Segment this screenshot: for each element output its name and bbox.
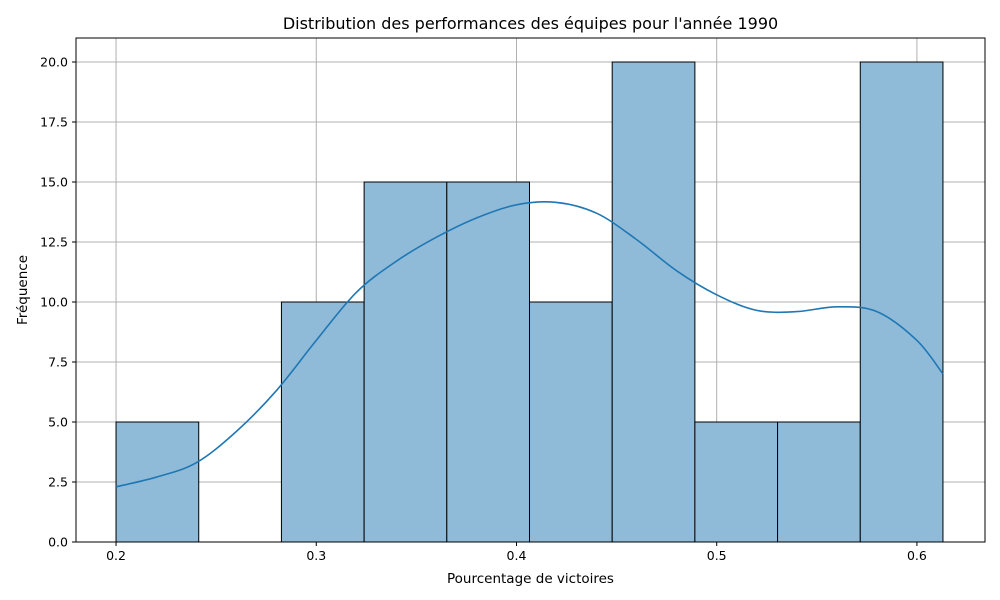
histogram-bars xyxy=(115,61,944,543)
y-tick-label: 15.0 xyxy=(40,175,68,190)
histogram-bar xyxy=(777,421,861,543)
y-tick-label: 2.5 xyxy=(48,475,68,490)
histogram-bar xyxy=(694,421,779,543)
histogram-bar xyxy=(363,181,448,543)
y-tick-label: 12.5 xyxy=(40,235,68,250)
y-tick-label: 7.5 xyxy=(48,355,68,370)
y-tick-label: 17.5 xyxy=(40,115,68,130)
x-tick-label: 0.6 xyxy=(907,548,927,563)
y-tick-label: 5.0 xyxy=(48,415,68,430)
histogram-bar xyxy=(280,301,365,543)
kde-curve xyxy=(115,201,944,488)
x-axis-ticks: 0.2 0.3 0.4 0.5 0.6 xyxy=(106,542,927,563)
histogram-bar xyxy=(528,301,613,543)
y-tick-label: 0.0 xyxy=(48,535,68,550)
chart-title: Distribution des performances des équipe… xyxy=(283,14,778,33)
y-tick-label: 10.0 xyxy=(40,295,68,310)
x-axis-label: Pourcentage de victoires xyxy=(447,571,614,587)
histogram-bar xyxy=(859,61,944,543)
histogram-bar xyxy=(446,181,530,543)
histogram-bar xyxy=(611,61,696,543)
y-axis-label: Fréquence xyxy=(15,255,31,325)
y-axis-ticks: 0.0 2.5 5.0 7.5 10.0 12.5 15.0 17.5 20.0 xyxy=(40,55,76,550)
axes-frame xyxy=(75,37,986,543)
x-tick-label: 0.4 xyxy=(507,548,527,563)
x-tick-label: 0.2 xyxy=(106,548,126,563)
x-tick-label: 0.3 xyxy=(306,548,326,563)
histogram-bar xyxy=(115,421,200,543)
x-tick-label: 0.5 xyxy=(707,548,727,563)
y-tick-label: 20.0 xyxy=(40,55,68,70)
